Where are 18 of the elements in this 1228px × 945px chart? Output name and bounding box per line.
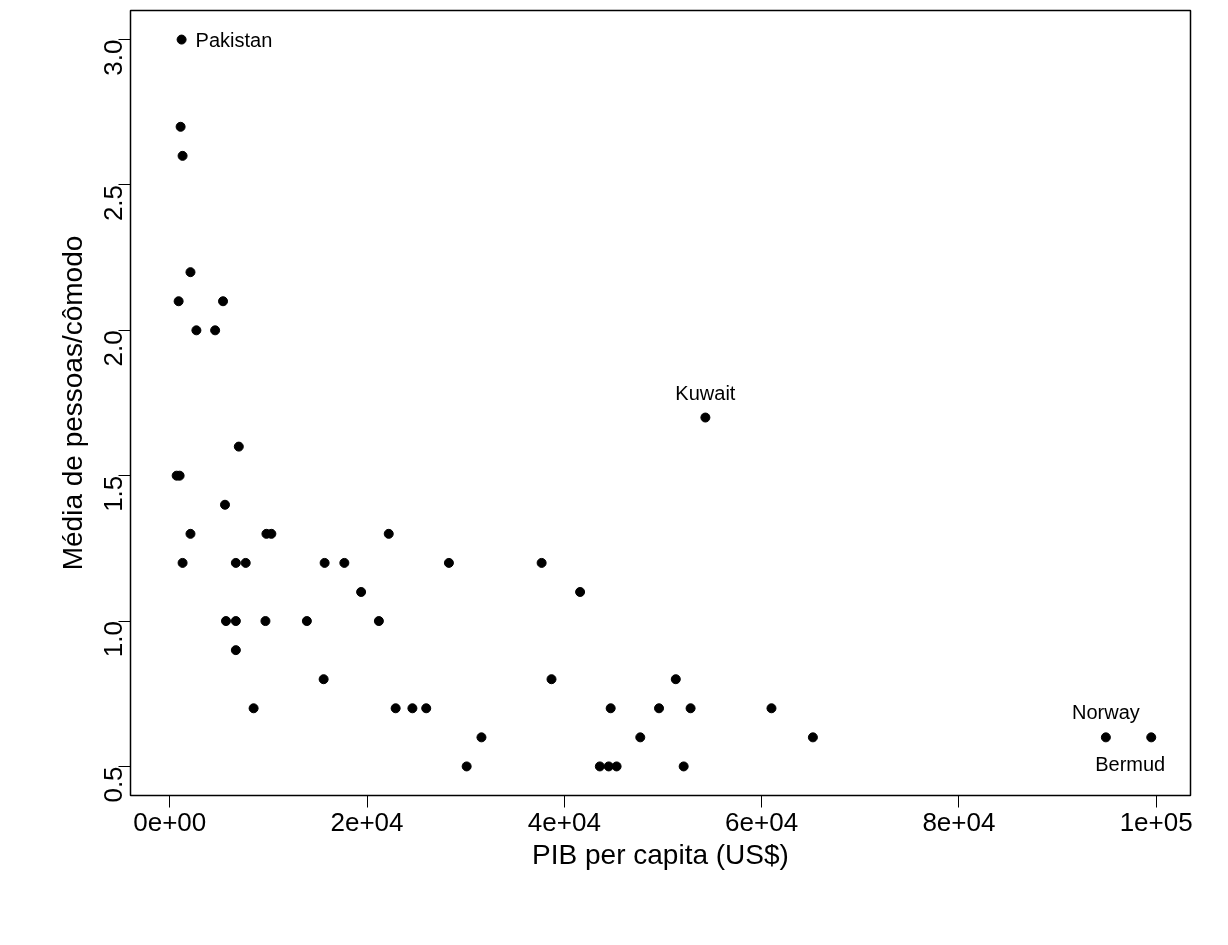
x-tick-label: 8e+04 xyxy=(922,806,996,837)
y-tick-label: 2.0 xyxy=(98,330,129,367)
y-tick-label: 1.5 xyxy=(98,475,129,512)
x-tick-label: 2e+04 xyxy=(330,806,404,837)
x-axis-title: PIB per capita (US$) xyxy=(532,838,789,870)
y-tick-label: 1.0 xyxy=(98,621,129,658)
y-axis-title: Média de pessoas/cômodo xyxy=(56,235,88,571)
annotation: Kuwait xyxy=(675,381,736,404)
y-tick-label: 0.5 xyxy=(98,766,129,803)
y-tick-label: 2.5 xyxy=(98,184,129,222)
x-tick-label: 4e+04 xyxy=(527,806,601,837)
x-tick-label: 0e+00 xyxy=(133,806,207,837)
annotation: Pakistan xyxy=(195,28,273,51)
y-tick-label: 3.0 xyxy=(98,39,129,76)
x-tick-label: 1e+05 xyxy=(1119,806,1193,837)
annotation: Norway xyxy=(1071,701,1140,724)
x-tick-label: 6e+04 xyxy=(725,806,799,837)
annotation: Bermud xyxy=(1095,753,1166,776)
